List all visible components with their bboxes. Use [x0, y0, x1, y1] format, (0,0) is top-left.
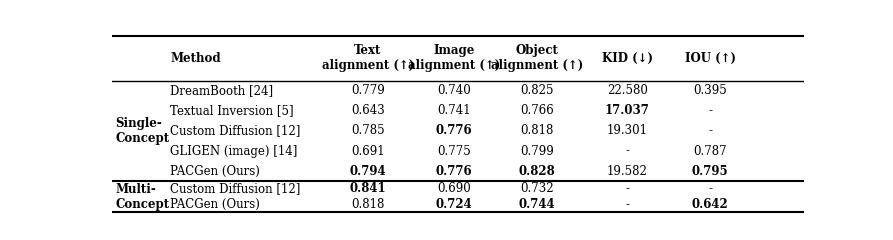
Text: 0.776: 0.776 [436, 165, 472, 178]
Text: 0.841: 0.841 [349, 182, 386, 195]
Text: 0.690: 0.690 [438, 182, 472, 195]
Text: Method: Method [171, 52, 221, 65]
Text: 0.818: 0.818 [351, 198, 384, 211]
Text: -: - [625, 144, 630, 157]
Text: 0.828: 0.828 [519, 165, 555, 178]
Text: -: - [708, 182, 713, 195]
Text: 0.642: 0.642 [692, 198, 729, 211]
Text: 0.724: 0.724 [436, 198, 472, 211]
Text: 0.799: 0.799 [521, 144, 555, 157]
Text: 0.766: 0.766 [521, 104, 555, 117]
Text: PACGen (Ours): PACGen (Ours) [171, 165, 261, 178]
Text: Custom Diffusion [12]: Custom Diffusion [12] [171, 182, 301, 195]
Text: Text
alignment (↑): Text alignment (↑) [321, 44, 413, 72]
Text: 0.779: 0.779 [351, 84, 385, 97]
Text: -: - [625, 182, 630, 195]
Text: IOU (↑): IOU (↑) [685, 52, 736, 65]
Text: 0.776: 0.776 [436, 124, 472, 138]
Text: 0.825: 0.825 [521, 84, 554, 97]
Text: 17.037: 17.037 [605, 104, 650, 117]
Text: Single-
Concept: Single- Concept [115, 117, 169, 145]
Text: 0.818: 0.818 [521, 124, 554, 138]
Text: -: - [708, 104, 713, 117]
Text: -: - [625, 198, 630, 211]
Text: PACGen (Ours): PACGen (Ours) [171, 198, 261, 211]
Text: GLIGEN (image) [14]: GLIGEN (image) [14] [171, 144, 298, 157]
Text: Image
alignment (↑): Image alignment (↑) [408, 44, 500, 72]
Text: 0.741: 0.741 [438, 104, 471, 117]
Text: 0.785: 0.785 [351, 124, 385, 138]
Text: 0.795: 0.795 [692, 165, 729, 178]
Text: DreamBooth [24]: DreamBooth [24] [171, 84, 273, 97]
Text: 0.732: 0.732 [521, 182, 554, 195]
Text: Multi-
Concept: Multi- Concept [115, 182, 169, 210]
Text: Textual Inversion [5]: Textual Inversion [5] [171, 104, 294, 117]
Text: 0.775: 0.775 [438, 144, 472, 157]
Text: Custom Diffusion [12]: Custom Diffusion [12] [171, 124, 301, 138]
Text: 0.740: 0.740 [438, 84, 472, 97]
Text: 0.395: 0.395 [693, 84, 727, 97]
Text: 19.582: 19.582 [606, 165, 647, 178]
Text: 22.580: 22.580 [606, 84, 647, 97]
Text: -: - [708, 124, 713, 138]
Text: KID (↓): KID (↓) [602, 52, 653, 65]
Text: 0.643: 0.643 [351, 104, 385, 117]
Text: 0.794: 0.794 [349, 165, 386, 178]
Text: 0.691: 0.691 [351, 144, 385, 157]
Text: 0.787: 0.787 [694, 144, 727, 157]
Text: 0.744: 0.744 [519, 198, 555, 211]
Text: Object
alignment (↑): Object alignment (↑) [491, 44, 583, 72]
Text: 19.301: 19.301 [606, 124, 647, 138]
